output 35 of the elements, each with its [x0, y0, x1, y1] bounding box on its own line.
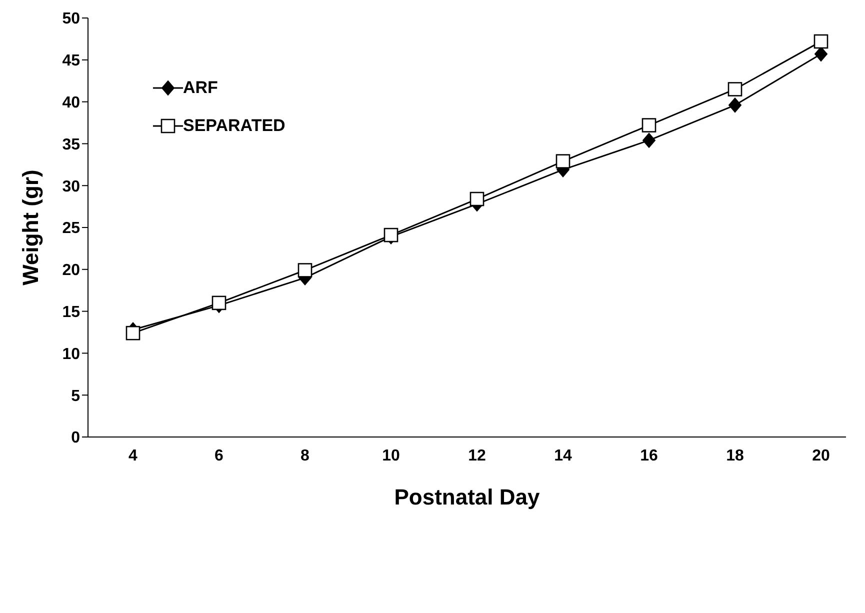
legend-label: SEPARATED [183, 116, 286, 136]
point [298, 263, 312, 278]
y-tick-label: 10 [62, 346, 80, 363]
point [642, 132, 656, 148]
point [126, 326, 140, 340]
y-tick-label: 0 [71, 430, 80, 447]
y-tick-label: 15 [62, 304, 80, 321]
point [556, 154, 570, 168]
point [212, 296, 226, 310]
point [470, 192, 484, 206]
x-tick-label: 6 [214, 447, 224, 464]
x-tick-label: 18 [726, 447, 744, 464]
point [814, 46, 828, 62]
y-tick-label: 25 [62, 220, 80, 238]
point [728, 98, 742, 113]
y-tick-label: 5 [71, 388, 80, 405]
x-tick-label: 4 [128, 447, 138, 464]
y-tick-label: 20 [62, 262, 80, 280]
x-tick-label: 10 [382, 447, 400, 464]
y-tick-label: 35 [62, 136, 80, 154]
x-tick-label: 14 [554, 447, 572, 464]
x-tick-label: 8 [300, 447, 310, 464]
legend-label: ARF [183, 78, 218, 98]
y-axis-title: Weight (gr) [18, 170, 43, 286]
point [728, 82, 742, 96]
y-tick-label: 30 [62, 178, 80, 196]
x-axis-title: Postnatal Day [394, 484, 541, 510]
point [642, 118, 656, 132]
point [814, 34, 828, 49]
x-tick-label: 12 [468, 447, 486, 464]
y-tick-label: 40 [62, 94, 80, 112]
y-tick-label: 50 [62, 10, 80, 28]
x-tick-label: 20 [812, 447, 830, 464]
x-tick-label: 16 [640, 447, 658, 464]
y-tick-label: 45 [62, 52, 80, 70]
